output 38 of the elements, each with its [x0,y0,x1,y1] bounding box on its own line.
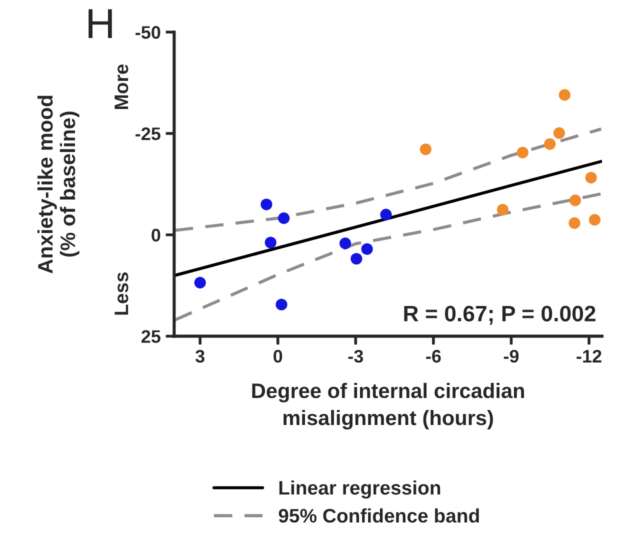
y-tick-label: 25 [142,330,160,343]
point [496,204,508,216]
point [380,208,392,220]
point [588,214,601,226]
point [361,243,373,255]
x-tick-label: -3 [348,350,364,363]
point [194,276,206,288]
annotation: R = 0.67; P = 0.002 [404,306,596,325]
point [260,198,272,210]
point [278,212,290,224]
x-axis-title: Degree of internal circadian misalignment (hours) [252,382,524,430]
text: H [88,9,112,38]
text: More [114,64,128,109]
point [544,138,556,150]
y-axis-title: Anxiety-like mood (% of baseline) [37,96,80,274]
y-tick-label: 0 [152,228,160,242]
point [553,127,565,139]
point [516,146,528,158]
point [569,194,582,206]
line-series [174,127,602,232]
x-tick-label: 3 [195,350,204,363]
x-tick-label: 0 [274,350,282,363]
point [568,217,580,229]
point [264,236,276,248]
point [350,252,362,265]
point [558,89,570,101]
legend-label: 95% Confidence band [278,508,479,523]
x-tick-label: -6 [426,350,441,363]
y-tick-label: -50 [136,26,160,39]
point [420,143,432,156]
text: Less [114,272,128,315]
point [339,238,352,250]
legend-label: Linear regression [279,480,440,499]
y-tick-label: -25 [136,127,160,140]
x-tick-label: -12 [576,350,602,362]
point [585,172,597,184]
x-tick-label: -9 [504,350,519,363]
point [276,298,288,310]
